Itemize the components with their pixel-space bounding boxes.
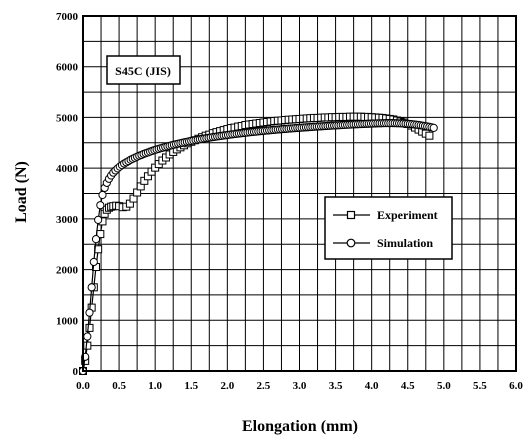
series-simulation: [78, 119, 438, 376]
y-axis-title: Load (N): [13, 161, 30, 223]
annotation-label: S45C (JIS): [115, 64, 171, 78]
data-point-simulation: [96, 201, 105, 210]
plot-frame: [82, 15, 517, 372]
x-tick-label: 4.0: [365, 380, 379, 392]
y-tick-labels: 0 1000 2000 3000 4000 5000 6000 7000: [56, 11, 79, 378]
x-tick-label: 1.0: [148, 380, 162, 392]
x-tick-label: 3.5: [329, 380, 343, 392]
y-tick-label: 4000: [56, 163, 79, 175]
y-tick-label: 7000: [56, 11, 79, 23]
legend-entry-simulation: Simulation: [333, 236, 433, 250]
legend-label-experiment: Experiment: [377, 208, 438, 222]
data-point-experiment: [83, 341, 92, 350]
x-tick-label: 5.0: [437, 380, 451, 392]
data-point-simulation: [89, 257, 98, 267]
y-tick-label: 1000: [56, 315, 79, 327]
legend-entry-experiment: Experiment: [333, 208, 438, 222]
data-point-simulation: [98, 190, 107, 200]
x-tick-label: 2.5: [257, 380, 271, 392]
data-point-simulation: [91, 235, 101, 244]
legend: Experiment Simulation: [324, 196, 453, 260]
y-tick-label: 0: [73, 366, 79, 378]
y-tick-label: 2000: [56, 265, 79, 277]
y-tick-label: 6000: [56, 62, 79, 74]
x-tick-label: 6.0: [509, 380, 523, 392]
x-tick-label: 5.5: [473, 380, 487, 392]
data-point-experiment: [85, 323, 94, 332]
data-point-simulation: [87, 283, 96, 292]
x-axis-title: Elongation (mm): [242, 418, 358, 435]
x-tick-label: 1.5: [184, 380, 198, 392]
annotation-frame: [106, 55, 181, 85]
series-layer: [78, 112, 438, 376]
x-tick-label: 2.0: [220, 380, 234, 392]
legend-square-marker: [346, 210, 356, 220]
data-point-experiment: [425, 131, 434, 140]
data-point-simulation: [83, 332, 92, 341]
x-tick-label: 3.0: [293, 380, 307, 392]
x-tick-label: 4.5: [401, 380, 415, 392]
legend-circle-marker: [346, 238, 356, 248]
x-tick-label: 0.5: [112, 380, 126, 392]
legend-label-simulation: Simulation: [377, 236, 433, 250]
y-tick-label: 3000: [56, 214, 79, 226]
x-tick-label: 0.0: [76, 380, 90, 392]
legend-frame: [324, 196, 453, 260]
annotation-box: S45C (JIS): [106, 55, 181, 85]
data-point-simulation: [94, 215, 103, 224]
data-point-simulation: [429, 123, 438, 132]
y-tick-label: 5000: [56, 112, 79, 124]
x-tick-labels: 0.0 0.5 1.0 1.5 2.0 2.5 3.0 3.5 4.0 4.5 5.0 5.5 6.0: [76, 380, 523, 392]
data-point-simulation: [85, 308, 94, 317]
